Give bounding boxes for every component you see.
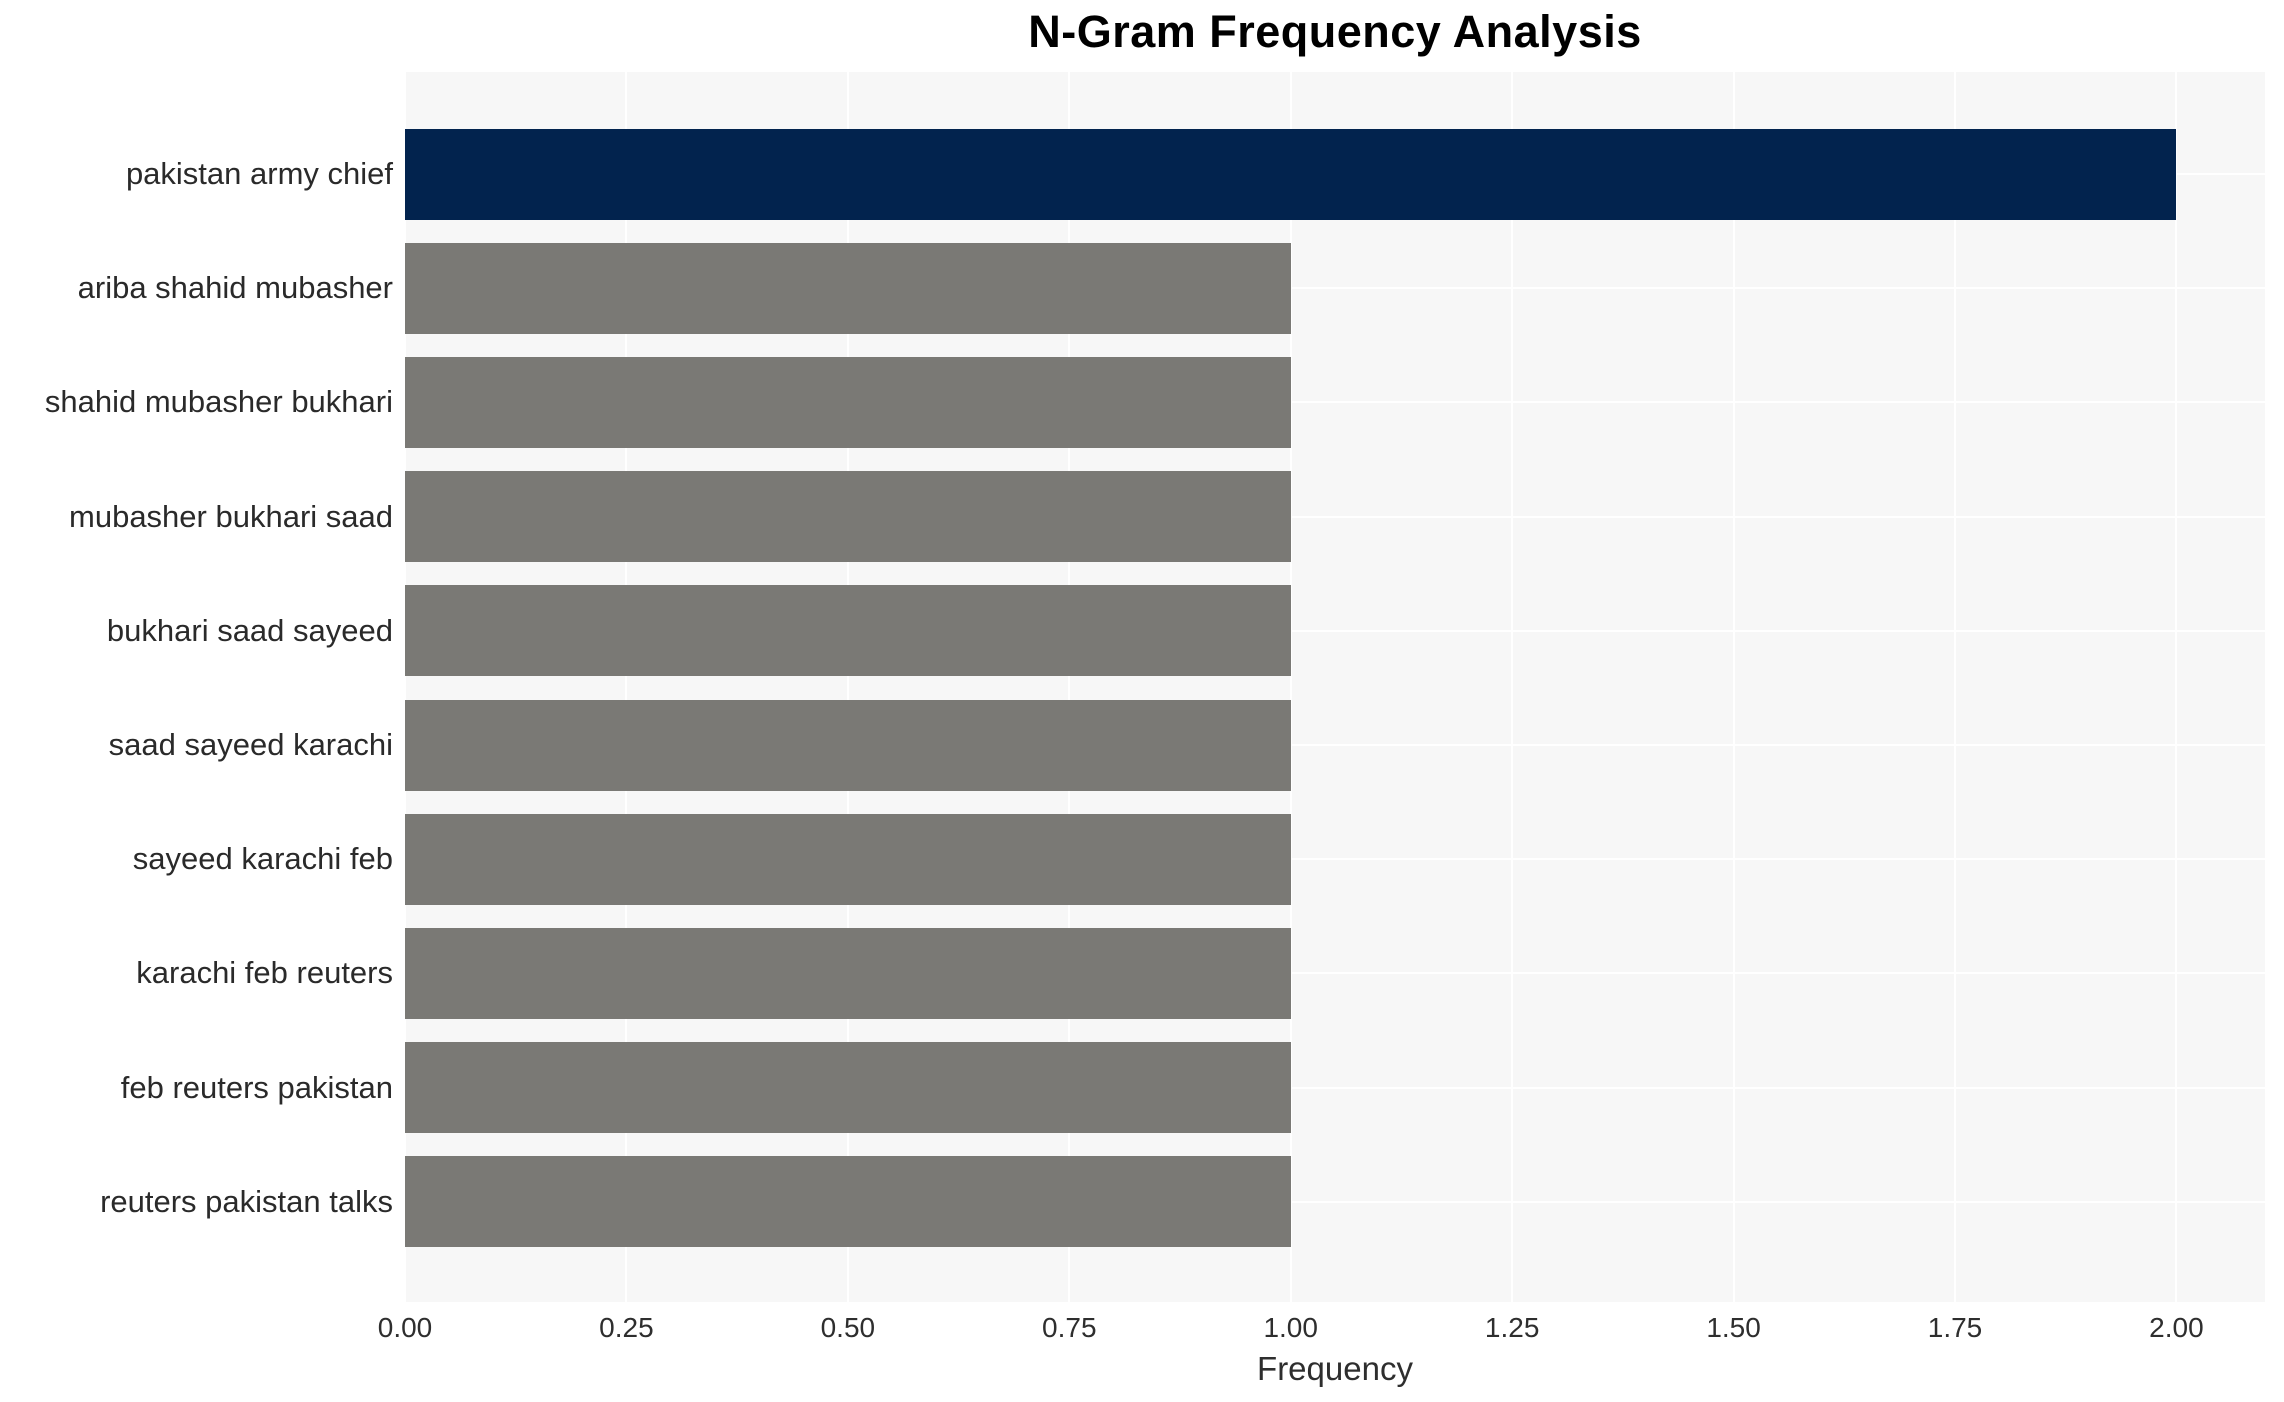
vertical-gridline [1068,72,1071,1302]
horizontal-gridline [405,515,2265,518]
horizontal-gridline [405,401,2265,404]
y-tick-label: reuters pakistan talks [100,1183,393,1219]
bar-feb-reuters-pakistan [405,1042,1291,1134]
x-axis-label: Frequency [1257,1350,1413,1387]
y-tick-label: shahid mubasher bukhari [44,384,393,420]
bar-shahid-mubasher-bukhari [405,356,1291,448]
x-tick-label: 0.25 [599,1312,654,1343]
bar-pakistan-army-chief [405,128,2177,220]
chart-title: N-Gram Frequency Analysis [1028,6,1642,57]
plot-area [404,72,2265,1302]
bar-reuters-pakistan-talks [405,1156,1291,1248]
y-axis-labels: pakistan army chief ariba shahid mubasher… [0,72,393,1302]
y-tick-label: pakistan army chief [125,156,393,191]
x-tick-label: 1.75 [1927,1312,1983,1343]
y-tick-label: mubasher bukhari saad [69,498,393,534]
y-tick-label: karachi feb reuters [136,955,393,991]
y-tick-label: feb reuters pakistan [120,1069,393,1105]
bar-ariba-shahid-mubasher [405,242,1291,334]
y-tick-label: bukhari saad sayeed [106,612,393,648]
x-tick-label: 2.00 [2149,1312,2204,1343]
horizontal-gridline [405,1200,2265,1203]
horizontal-gridline [405,744,2265,746]
horizontal-gridline [405,629,2265,632]
y-tick-label: saad sayeed karachi [108,727,393,762]
x-tick-label: 0.75 [1042,1312,1097,1343]
vertical-gridline [1289,72,1292,1302]
horizontal-gridline [405,1086,2265,1089]
vertical-gridline [404,72,406,1302]
vertical-gridline [1954,72,1956,1302]
y-tick-label: ariba shahid mubasher [77,270,393,306]
x-tick-label: 0.50 [820,1312,876,1343]
vertical-gridline [2175,72,2178,1302]
x-tick-label: 0.00 [377,1312,433,1343]
bar-sayeed-karachi-feb [405,813,1291,905]
bar-mubasher-bukhari-saad [405,471,1291,563]
x-tick-label: 1.00 [1263,1312,1318,1343]
vertical-gridline [1732,72,1735,1302]
bar-saad-sayeed-karachi [405,699,1291,791]
horizontal-gridline [405,287,2265,290]
vertical-gridline [846,72,849,1302]
vertical-gridline [625,72,628,1302]
bar-bukhari-saad-sayeed [405,585,1291,677]
x-tick-label: 1.25 [1484,1312,1540,1343]
bar-karachi-feb-reuters [405,927,1291,1019]
y-tick-label: sayeed karachi feb [132,841,393,877]
horizontal-gridline [405,858,2265,861]
vertical-gridline [1511,72,1514,1302]
x-tick-label: 1.50 [1706,1312,1761,1343]
horizontal-gridline [405,972,2265,975]
